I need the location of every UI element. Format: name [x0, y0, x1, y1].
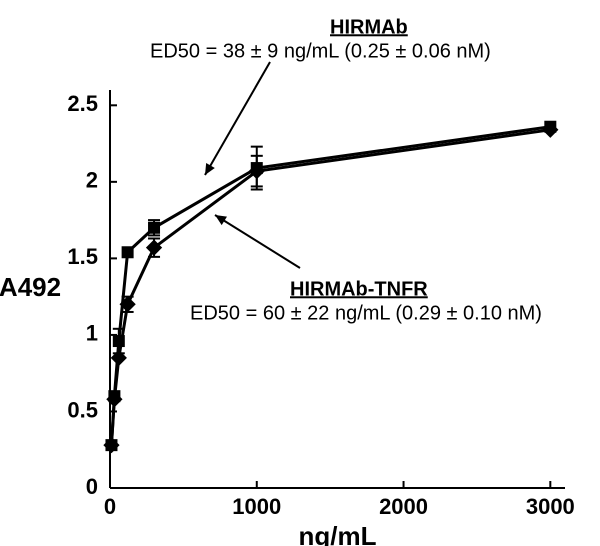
data-point — [148, 222, 160, 234]
x-tick-label: 2000 — [379, 494, 428, 519]
x-tick-label: 1000 — [232, 494, 281, 519]
chart-container: 0 1000 2000 3000 0 0.5 1 1.5 2 2.5 ng/mL A492 HIRMAb… — [0, 0, 600, 546]
x-tick-label: 3000 — [526, 494, 575, 519]
annotation-title-tnfr: HIRMAb-TNFR — [290, 278, 428, 300]
y-tick-label: 2 — [86, 168, 98, 193]
annotation-text-hirmab: ED50 = 38 ± 9 ng/mL (0.25 ± 0.06 nM) — [150, 40, 491, 62]
y-tick-label: 1.5 — [67, 244, 98, 269]
y-tick-label: 1 — [86, 321, 98, 346]
y-tick-label: 2.5 — [67, 91, 98, 116]
data-point — [111, 350, 127, 366]
annotation-title-hirmab: HIRMAb — [330, 16, 408, 38]
y-tick-label: 0.5 — [67, 397, 98, 422]
y-tick-label: 0 — [86, 474, 98, 499]
y-axis-title: A492 — [0, 272, 61, 302]
x-axis-title: ng/mL — [299, 521, 377, 546]
x-tick-label: 0 — [104, 494, 116, 519]
annotation-text-tnfr: ED50 = 60 ± 22 ng/mL (0.29 ± 0.10 nM) — [190, 302, 542, 324]
chart-svg: 0 1000 2000 3000 0 0.5 1 1.5 2 2.5 ng/mL A492 HIRMAb… — [0, 0, 600, 546]
data-point — [122, 246, 134, 258]
